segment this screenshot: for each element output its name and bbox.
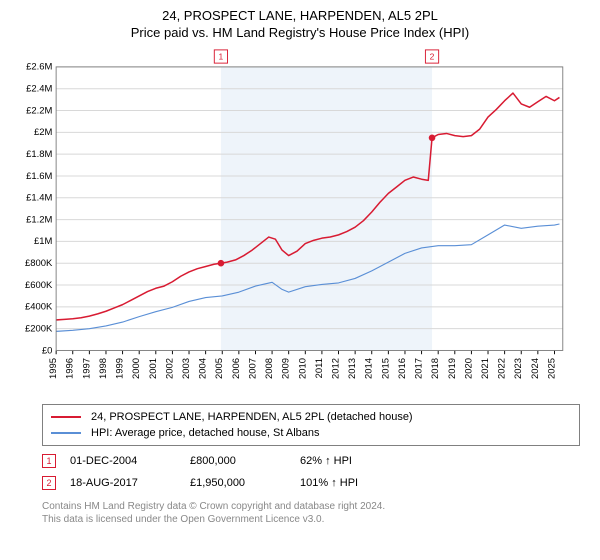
footer-line-1: Contains HM Land Registry data © Crown c…	[42, 500, 580, 513]
sale-date: 01-DEC-2004	[70, 455, 190, 467]
svg-text:2001: 2001	[148, 358, 159, 379]
svg-text:£1.2M: £1.2M	[26, 214, 52, 225]
title-line-2: Price paid vs. HM Land Registry's House …	[0, 25, 600, 42]
svg-text:£2.4M: £2.4M	[26, 83, 52, 94]
svg-text:1995: 1995	[48, 358, 59, 379]
svg-text:2017: 2017	[414, 358, 425, 379]
svg-text:2009: 2009	[281, 358, 292, 379]
svg-text:1997: 1997	[81, 358, 92, 379]
svg-text:2020: 2020	[463, 358, 474, 379]
sale-marker: 1	[42, 454, 56, 468]
svg-text:2002: 2002	[164, 358, 175, 379]
svg-text:2004: 2004	[198, 358, 209, 379]
svg-text:1998: 1998	[98, 358, 109, 379]
svg-text:£2.6M: £2.6M	[26, 62, 52, 73]
footer-line-2: This data is licensed under the Open Gov…	[42, 513, 580, 526]
svg-text:2: 2	[430, 51, 435, 61]
svg-text:2021: 2021	[480, 358, 491, 379]
svg-text:2024: 2024	[530, 358, 541, 379]
sale-price: £800,000	[190, 455, 300, 467]
sales-list: 1 01-DEC-2004£800,00062% ↑ HPI 2 18-AUG-201…	[0, 454, 600, 490]
svg-text:2007: 2007	[247, 358, 258, 379]
sale-row: 2 18-AUG-2017£1,950,000101% ↑ HPI	[42, 476, 580, 490]
sale-row: 1 01-DEC-2004£800,00062% ↑ HPI	[42, 454, 580, 468]
sale-price: £1,950,000	[190, 477, 300, 489]
legend-row-2: HPI: Average price, detached house, St A…	[51, 425, 571, 441]
svg-text:2014: 2014	[364, 358, 375, 379]
svg-text:2025: 2025	[546, 358, 557, 379]
legend-swatch-1	[51, 416, 81, 418]
svg-text:£0: £0	[42, 345, 53, 356]
svg-text:£400K: £400K	[25, 301, 53, 312]
svg-text:2023: 2023	[513, 358, 524, 379]
svg-text:2006: 2006	[231, 358, 242, 379]
svg-text:£1.4M: £1.4M	[26, 192, 52, 203]
svg-text:2003: 2003	[181, 358, 192, 379]
sale-marker: 2	[42, 476, 56, 490]
svg-text:2010: 2010	[297, 358, 308, 379]
svg-text:1996: 1996	[65, 358, 76, 379]
svg-text:2011: 2011	[314, 358, 325, 378]
svg-text:£800K: £800K	[25, 258, 53, 269]
svg-text:£1M: £1M	[34, 236, 52, 247]
chart-area: £0 £200K £400K £600K £800K £1M £1.2M £1.4M £1.6M…	[0, 48, 600, 398]
sale-date: 18-AUG-2017	[70, 477, 190, 489]
svg-text:£600K: £600K	[25, 280, 53, 291]
svg-text:1: 1	[219, 51, 224, 61]
svg-text:2022: 2022	[497, 358, 508, 379]
sale-pct: 101% ↑ HPI	[300, 477, 410, 489]
svg-text:2018: 2018	[430, 358, 441, 379]
svg-text:£200K: £200K	[25, 323, 53, 334]
svg-text:2012: 2012	[331, 358, 342, 379]
title-line-1: 24, PROSPECT LANE, HARPENDEN, AL5 2PL	[0, 8, 600, 25]
svg-text:£1.6M: £1.6M	[26, 171, 52, 182]
svg-text:2008: 2008	[264, 358, 275, 379]
svg-text:2000: 2000	[131, 358, 142, 379]
svg-text:2019: 2019	[447, 358, 458, 379]
svg-text:2005: 2005	[214, 358, 225, 379]
svg-text:£2M: £2M	[34, 127, 52, 138]
legend-swatch-2	[51, 432, 81, 434]
svg-text:£1.8M: £1.8M	[26, 149, 52, 160]
legend-row-1: 24, PROSPECT LANE, HARPENDEN, AL5 2PL (d…	[51, 409, 571, 425]
svg-text:2015: 2015	[380, 358, 391, 379]
svg-text:1999: 1999	[115, 358, 126, 379]
svg-text:2016: 2016	[397, 358, 408, 379]
legend-label-2: HPI: Average price, detached house, St A…	[91, 427, 320, 439]
legend-box: 24, PROSPECT LANE, HARPENDEN, AL5 2PL (d…	[42, 404, 580, 446]
legend-label-1: 24, PROSPECT LANE, HARPENDEN, AL5 2PL (d…	[91, 411, 413, 423]
chart-container: 24, PROSPECT LANE, HARPENDEN, AL5 2PL Pr…	[0, 0, 600, 560]
footer: Contains HM Land Registry data © Crown c…	[42, 500, 580, 526]
chart-svg: £0 £200K £400K £600K £800K £1M £1.2M £1.4M £1.6M…	[0, 48, 600, 393]
svg-text:2013: 2013	[347, 358, 358, 379]
svg-text:£2.2M: £2.2M	[26, 105, 52, 116]
sale-pct: 62% ↑ HPI	[300, 455, 410, 467]
